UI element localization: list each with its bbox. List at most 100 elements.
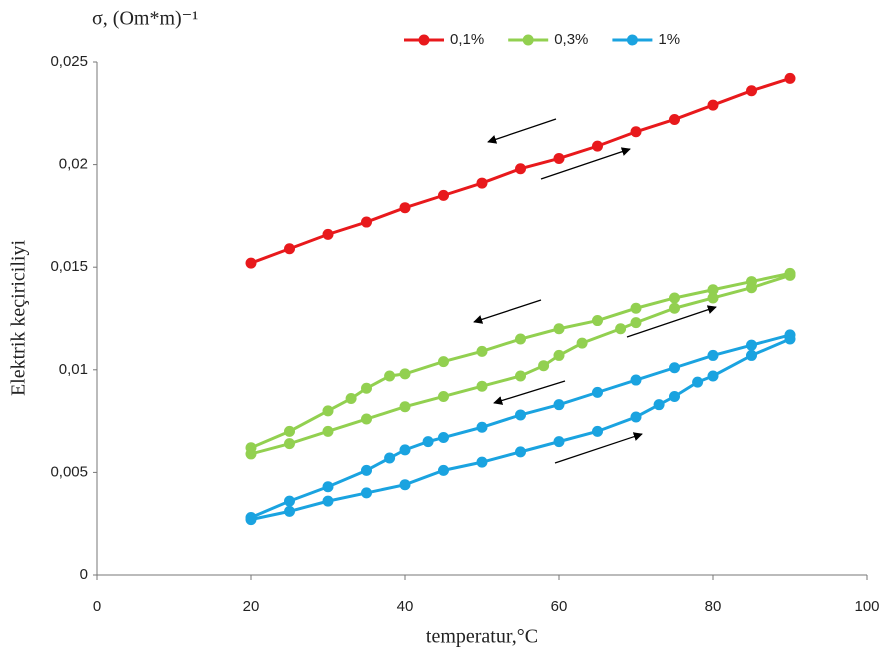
point — [669, 113, 680, 125]
point — [630, 302, 642, 314]
point — [438, 356, 449, 368]
point — [784, 72, 796, 84]
arrow — [487, 118, 557, 144]
point — [592, 425, 603, 437]
y-tick-label: 0 — [80, 566, 88, 583]
y-tick-label: 0,025 — [50, 53, 88, 70]
point — [476, 380, 488, 392]
legend-label: 0,1% — [450, 31, 484, 48]
point — [284, 243, 295, 255]
legend-marker — [626, 34, 638, 46]
point — [707, 284, 719, 296]
point — [399, 401, 411, 413]
point — [515, 370, 526, 382]
point — [476, 177, 488, 189]
point — [361, 487, 372, 499]
point — [746, 85, 757, 97]
point — [553, 436, 565, 448]
point — [438, 390, 449, 402]
point — [476, 345, 488, 357]
point — [669, 390, 680, 402]
point — [245, 257, 257, 269]
point — [322, 495, 334, 507]
point — [784, 329, 796, 341]
point — [322, 228, 334, 240]
x-tick-label: 0 — [93, 598, 101, 615]
point — [669, 302, 680, 314]
point — [553, 152, 565, 164]
x-axis-label: temperatur,°C — [426, 626, 538, 648]
point — [653, 399, 665, 411]
point — [399, 368, 411, 380]
arrow — [626, 305, 717, 338]
y-tick-label: 0,005 — [50, 463, 88, 480]
point — [553, 323, 565, 335]
point — [746, 349, 757, 361]
point — [384, 452, 396, 464]
point — [746, 339, 757, 351]
point — [707, 349, 719, 361]
point — [399, 202, 411, 214]
point — [669, 292, 680, 304]
point — [707, 99, 719, 111]
x-tick-label: 40 — [397, 598, 414, 615]
point — [576, 337, 588, 349]
point — [707, 292, 719, 304]
point — [515, 446, 526, 458]
y-tick-label: 0,01 — [59, 361, 88, 378]
x-tick-label: 80 — [705, 598, 722, 615]
point — [630, 126, 642, 138]
point — [284, 438, 295, 450]
point — [592, 315, 603, 327]
point — [384, 370, 396, 382]
arrow — [554, 432, 643, 464]
point — [515, 163, 526, 175]
point — [284, 495, 295, 507]
title: σ, (Om*m)⁻¹ — [92, 8, 198, 30]
x-tick-label: 20 — [243, 598, 260, 615]
arrow — [473, 299, 542, 324]
point — [615, 323, 627, 335]
point — [553, 399, 565, 411]
point — [422, 436, 434, 448]
legend-label: 0,3% — [554, 31, 588, 48]
point — [630, 411, 642, 423]
point — [245, 512, 257, 524]
arrow — [540, 147, 631, 180]
point — [322, 425, 334, 437]
point — [322, 405, 334, 417]
point — [592, 140, 603, 152]
point — [361, 382, 372, 394]
point — [515, 333, 526, 345]
point — [692, 376, 704, 388]
point — [438, 464, 449, 476]
point — [284, 425, 295, 437]
point — [592, 386, 603, 398]
y-tick-label: 0,015 — [50, 258, 88, 275]
point — [399, 479, 411, 491]
point — [322, 481, 334, 493]
point — [399, 444, 411, 456]
point — [361, 216, 372, 228]
point — [361, 413, 372, 425]
legend-label: 1% — [658, 31, 680, 48]
point — [476, 421, 488, 433]
y-tick-label: 0,02 — [59, 156, 88, 173]
legend-marker — [418, 34, 430, 46]
point — [361, 464, 372, 476]
point — [345, 393, 357, 405]
series-line — [250, 332, 792, 522]
x-tick-label: 60 — [551, 598, 568, 615]
x-tick-label: 100 — [854, 598, 879, 615]
point — [245, 442, 257, 454]
point — [630, 374, 642, 386]
point — [515, 409, 526, 421]
point — [553, 349, 565, 361]
point — [538, 360, 550, 372]
point — [630, 317, 642, 329]
point — [438, 432, 449, 444]
arrows — [473, 118, 717, 464]
point — [284, 505, 295, 517]
arrow — [493, 380, 566, 405]
